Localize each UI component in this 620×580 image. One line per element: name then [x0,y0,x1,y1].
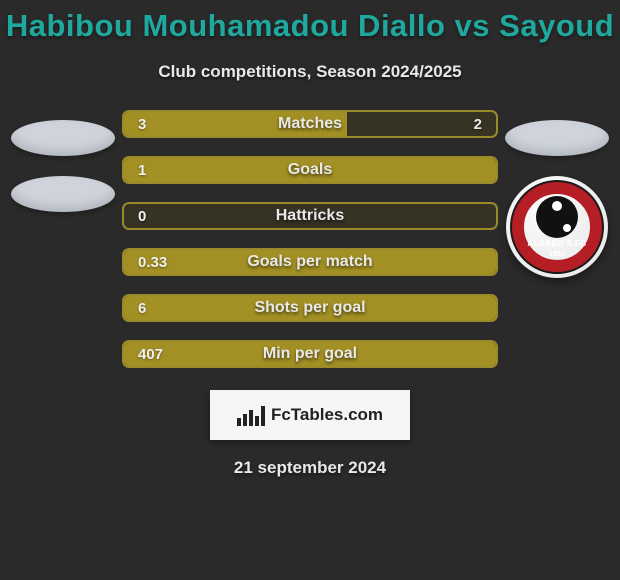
player-placeholder-ellipse [11,120,115,156]
stat-bar: 1Goals [122,156,498,184]
stat-bar: 407Min per goal [122,340,498,368]
brand-bars-icon [237,404,265,426]
club-logo: ALRAED S.FC 1954 [506,176,608,278]
stat-bar: 0.33Goals per match [122,248,498,276]
infographic-root: Habibou Mouhamadou Diallo vs Sayoud Club… [0,0,620,478]
stat-label: Min per goal [124,345,496,363]
comparison-row: 3Matches2 1Goals 0Hattricks 0.33Goals per m… [0,110,620,368]
brand-badge: FcTables.com [210,390,410,440]
club-logo-year: 1954 [506,251,608,258]
page-title: Habibou Mouhamadou Diallo vs Sayoud [0,8,620,44]
right-player-column: ALRAED S.FC 1954 [502,110,612,278]
stat-label: Shots per goal [124,299,496,317]
player-placeholder-ellipse [11,176,115,212]
stat-bars: 3Matches2 1Goals 0Hattricks 0.33Goals per m… [118,110,502,368]
stat-bar: 0Hattricks [122,202,498,230]
left-player-column [8,110,118,212]
subtitle: Club competitions, Season 2024/2025 [0,62,620,82]
stat-label: Matches [124,115,496,133]
brand-label: FcTables.com [271,405,383,425]
date-label: 21 september 2024 [0,458,620,478]
stat-label: Goals per match [124,253,496,271]
stat-bar: 3Matches2 [122,110,498,138]
stat-bar: 6Shots per goal [122,294,498,322]
stat-right-value: 2 [474,116,482,133]
stat-label: Hattricks [124,207,496,225]
player-placeholder-ellipse [505,120,609,156]
stat-label: Goals [124,161,496,179]
club-logo-text: ALRAED S.FC [506,239,608,248]
